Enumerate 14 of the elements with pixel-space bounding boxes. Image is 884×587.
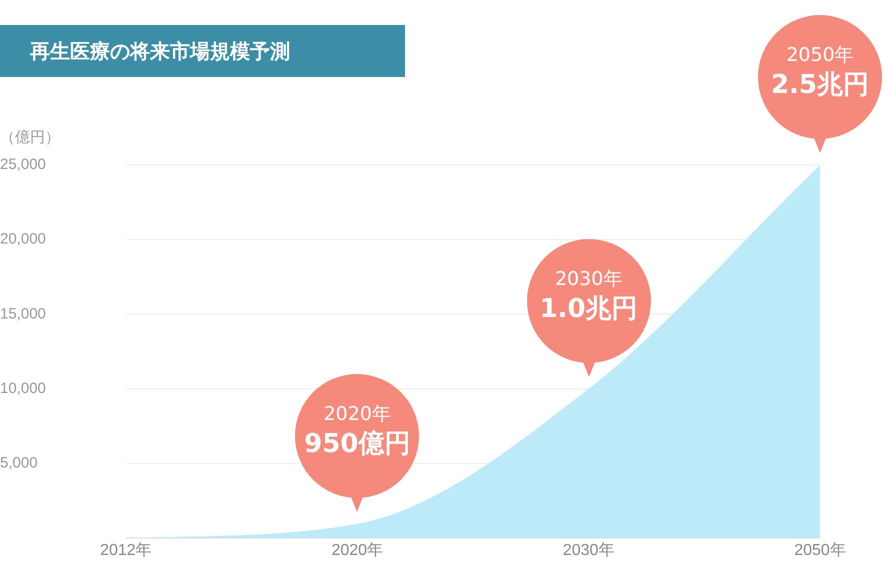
y-tick-label: 25,000 xyxy=(0,156,46,174)
x-tick-label: 2012年 xyxy=(100,542,152,560)
chart-title: 再生医療の将来市場規模予測 xyxy=(0,25,405,77)
annotation: 2050年 2.5兆円 xyxy=(770,43,870,102)
y-tick-label: 15,000 xyxy=(0,305,46,322)
annotation: 2030年 1.0兆円 xyxy=(538,266,639,326)
x-tick-label: 2020年 xyxy=(331,542,384,560)
y-axis-title: （億円） xyxy=(0,128,60,147)
x-tick-label: 2050年 xyxy=(794,542,846,560)
x-tick-label: 2030年 xyxy=(562,542,614,560)
y-tick-label: 10,000 xyxy=(0,380,46,397)
y-tick-label: 5,000 xyxy=(0,454,38,472)
annotation: 2020年 950億円 xyxy=(303,402,412,461)
y-tick-label: 20,000 xyxy=(0,230,46,248)
